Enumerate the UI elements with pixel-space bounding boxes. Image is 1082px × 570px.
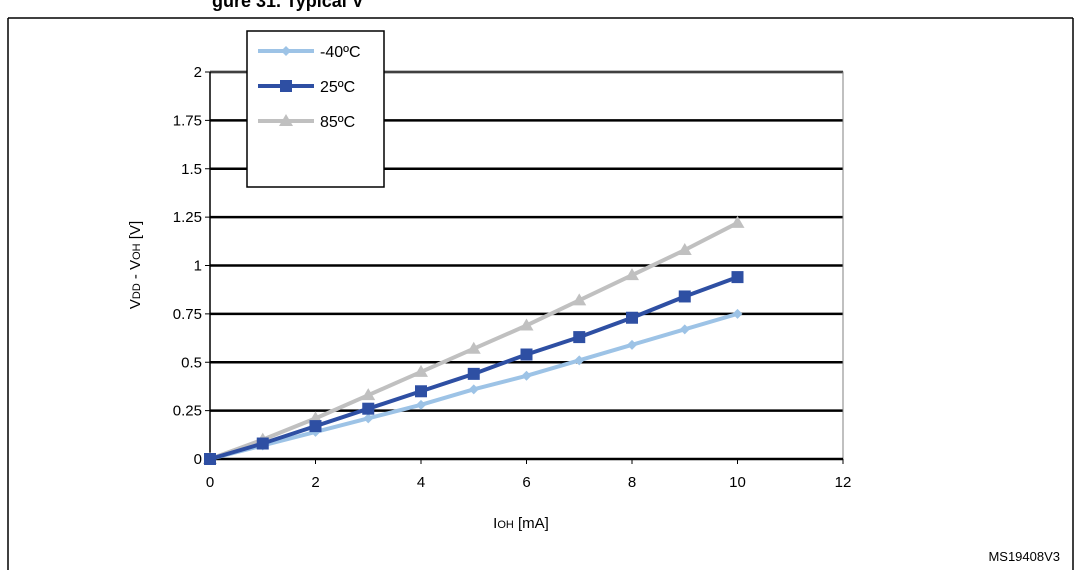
series-1 xyxy=(204,271,744,465)
data-point xyxy=(468,384,479,395)
data-point xyxy=(309,420,322,433)
data-point xyxy=(677,243,692,256)
series-2 xyxy=(203,215,745,464)
data-point xyxy=(627,339,637,350)
y-axis-label-mid: - V xyxy=(127,260,144,283)
x-tick-label: 10 xyxy=(729,474,746,491)
x-axis-label-sub: OH xyxy=(497,519,514,531)
legend-marker xyxy=(281,46,291,56)
y-tick-label: 2 xyxy=(194,64,202,81)
data-point xyxy=(521,370,532,381)
figure-code: MS19408V3 xyxy=(988,549,1060,564)
data-point xyxy=(256,437,269,450)
data-point xyxy=(730,215,745,228)
axes: 0 0.25 0.5 0.75 1 1.25 1.5 1.75 2 0 2 4 6 8 10 12 xyxy=(173,64,852,491)
x-tick-label: 4 xyxy=(417,474,425,491)
y-tick-label: 0.25 xyxy=(173,403,202,420)
data-point xyxy=(414,364,428,377)
x-axis-label-rest: [mA] xyxy=(514,515,549,532)
legend-label: 25ºC xyxy=(320,79,355,96)
data-point xyxy=(363,413,374,424)
data-point xyxy=(520,348,533,361)
legend-marker xyxy=(279,114,293,126)
data-point xyxy=(519,318,534,331)
x-tick-label: 2 xyxy=(311,474,319,491)
data-point xyxy=(361,388,376,401)
y-tick-label: 1.75 xyxy=(173,112,202,129)
series-0 xyxy=(205,308,743,464)
data-point xyxy=(732,308,743,319)
data-point xyxy=(204,453,216,465)
data-point xyxy=(731,271,744,284)
data-point xyxy=(466,341,481,354)
data-point xyxy=(625,268,639,281)
data-point xyxy=(415,385,427,398)
data-point xyxy=(572,293,587,306)
y-axis-label-sub2: OH xyxy=(131,243,143,260)
legend-marker xyxy=(280,80,292,92)
x-tick-label: 8 xyxy=(628,474,636,491)
x-tick-label: 12 xyxy=(835,474,852,491)
y-tick-label: 0.75 xyxy=(173,306,202,323)
legend-box xyxy=(246,30,385,188)
y-axis-label: VDD - VOH [V] xyxy=(127,221,144,309)
data-point xyxy=(573,331,586,344)
y-tick-label: 1.5 xyxy=(181,161,202,178)
figure-title: gure 31. Typical V xyxy=(212,0,364,11)
data-point xyxy=(678,290,691,303)
legend-label: 85ºC xyxy=(320,114,355,131)
data-point xyxy=(416,399,426,410)
data-point xyxy=(467,367,480,380)
x-tick-label: 0 xyxy=(206,474,214,491)
legend: -40ºC 25ºC 85ºC xyxy=(246,30,385,188)
y-axis-label-sub1: DD xyxy=(131,283,143,299)
data-point xyxy=(626,311,638,324)
data-point xyxy=(574,355,585,366)
data-point xyxy=(679,324,690,335)
x-axis-label-main: I xyxy=(493,515,497,532)
legend-label: -40ºC xyxy=(320,44,361,61)
x-axis-label: IOH [mA] xyxy=(493,515,549,532)
y-tick-label: 1 xyxy=(194,258,202,275)
data-point xyxy=(362,402,375,415)
y-tick-label: 0.5 xyxy=(181,354,202,371)
y-axis-label-rest: [V] xyxy=(127,221,144,244)
y-axis-label-main1: V xyxy=(127,299,144,309)
series xyxy=(203,215,745,465)
series-line xyxy=(209,221,739,461)
y-tick-label: 0 xyxy=(194,451,202,468)
x-tick-label: 6 xyxy=(522,474,530,491)
y-tick-label: 1.25 xyxy=(173,209,202,226)
